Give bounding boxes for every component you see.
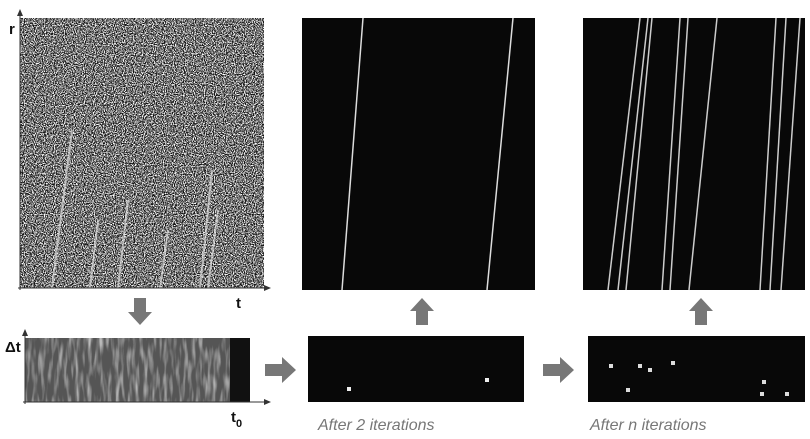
arrow-up: [410, 298, 434, 325]
arrow-up: [689, 298, 713, 325]
result-panel: [583, 17, 805, 291]
arrow-right: [265, 357, 296, 383]
arrow-down: [128, 298, 152, 325]
caption: After 2 iterations: [317, 417, 435, 434]
axis-label: Δt: [5, 339, 21, 356]
result-panel: [302, 17, 535, 291]
axis-label: r: [9, 21, 15, 38]
arrow-right: [543, 357, 574, 383]
axis-label: t0: [231, 409, 242, 430]
axis-label-sub: 0: [236, 418, 242, 430]
axis-label-base: t: [231, 409, 236, 426]
raw-panel: [17, 9, 271, 291]
peak-panel: [308, 336, 524, 402]
caption: After n iterations: [589, 417, 707, 434]
axis-label: t: [236, 295, 241, 312]
transform-panel: [22, 329, 271, 405]
peak-panel: [588, 336, 805, 402]
